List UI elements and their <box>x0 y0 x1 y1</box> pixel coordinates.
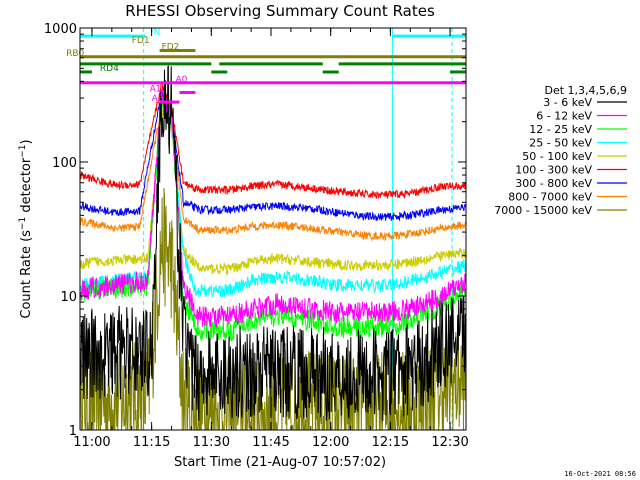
flag-label: RB0 <box>66 49 84 59</box>
y-tick-label: 100 <box>52 156 77 171</box>
series-line <box>79 65 467 422</box>
legend-entry-label: 300 - 800 keV <box>515 177 592 190</box>
x-tick-label: 12:00 <box>312 435 349 450</box>
legend-entry-label: 800 - 7000 keV <box>508 191 592 204</box>
x-tick-label: 11:00 <box>73 435 110 450</box>
series-line <box>79 100 467 298</box>
y-axis: 1 10 100 1000 <box>44 22 466 439</box>
legend-entry-label: 100 - 300 keV <box>515 164 592 177</box>
flag-label: A0 <box>176 75 188 85</box>
legend-entry-label: 12 - 25 keV <box>529 123 592 136</box>
legend-entry-label: 6 - 12 keV <box>536 110 592 123</box>
legend-entry-label: 3 - 6 keV <box>543 96 592 109</box>
flag-label: FD2 <box>162 42 180 52</box>
legend-entry-label: 25 - 50 keV <box>529 137 592 150</box>
y-tick-label: 1000 <box>44 22 77 37</box>
legend-entry-label: 7000 - 15000 keV <box>494 204 592 217</box>
x-tick-label: 11:15 <box>133 435 170 450</box>
y-tick-label: 1 <box>69 424 77 439</box>
y-axis-label: Count Rate (s−1 detector−1) <box>18 139 34 318</box>
plot-frame <box>79 27 467 431</box>
x-tick-label: 12:30 <box>431 435 468 450</box>
legend-entry-label: 50 - 100 keV <box>522 150 592 163</box>
flag-label: N <box>154 28 161 38</box>
series-line <box>79 88 467 328</box>
x-tick-label: 11:30 <box>193 435 230 450</box>
timestamp: 16-Oct-2021 08:56 <box>564 470 636 478</box>
flag-label: RD4 <box>100 64 119 74</box>
x-axis-label: Start Time (21-Aug-07 10:57:02) <box>174 455 386 470</box>
series-line <box>79 82 467 200</box>
x-tick-label: 11:45 <box>252 435 289 450</box>
legend-title: Det 1,3,4,5,6,9 <box>544 84 627 97</box>
chart-title: RHESSI Observing Summary Count Rates <box>125 2 435 20</box>
y-tick-label: 10 <box>60 290 77 305</box>
x-axis: 11:00 11:15 11:30 11:45 12:00 12:15 12:30 <box>73 28 469 450</box>
flag-label: FD1 <box>132 36 150 46</box>
series-line <box>79 89 467 222</box>
flag-label: A1 <box>150 85 162 95</box>
series-line <box>79 104 467 242</box>
series-line <box>79 108 467 276</box>
x-tick-label: 12:15 <box>372 435 409 450</box>
flag-label: A3 <box>152 94 164 104</box>
